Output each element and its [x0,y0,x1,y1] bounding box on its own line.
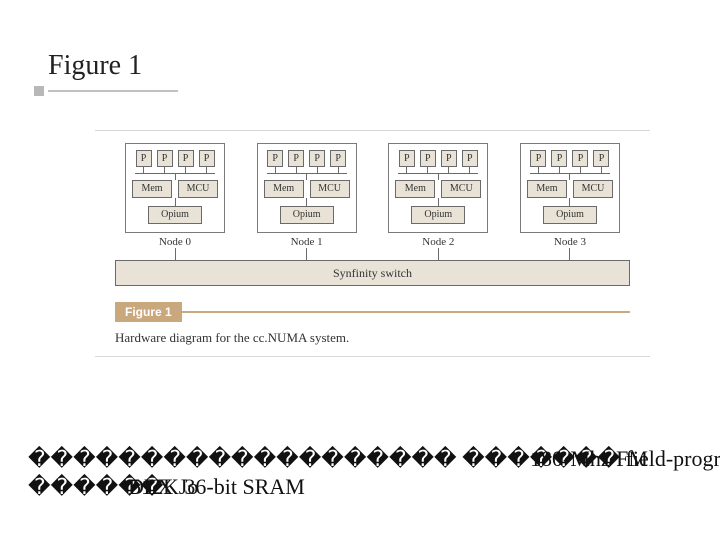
slide: Figure 1 PPPPMemMCUOpiumNode 0PPPPMemMCU… [0,0,720,540]
processor-box: P [530,150,546,167]
opium-box: Opium [543,206,597,224]
mcu-box: MCU [310,180,350,198]
bus-line [306,248,307,260]
processor-box: P [267,150,283,167]
opium-box: Opium [411,206,465,224]
bus-line [175,248,176,260]
processor-box: P [572,150,588,167]
figure-caption-text: Hardware diagram for the cc.NUMA system. [115,330,630,346]
bus-line [175,198,176,206]
node: PPPPMemMCUOpiumNode 1 [247,143,367,260]
opium-box: Opium [280,206,334,224]
garbled-text-line2-overlay: DLX Jo [128,474,198,500]
nodes-row: PPPPMemMCUOpiumNode 0PPPPMemMCUOpiumNode… [95,143,650,260]
bus-line [306,198,307,206]
bus-line [569,198,570,206]
processor-box: P [288,150,304,167]
slide-title: Figure 1 [48,50,142,82]
figure-caption-chip: Figure 1 [115,302,182,322]
mem-box: Mem [132,180,172,198]
node-box: PPPPMemMCUOpium [257,143,357,233]
processor-box: P [441,150,457,167]
title-underline [48,90,178,92]
node-label: Node 0 [159,236,191,248]
processor-box: P [309,150,325,167]
bus-line [438,248,439,260]
processor-box: P [420,150,436,167]
opium-box: Opium [148,206,202,224]
bus-line [438,198,439,206]
figure-caption-bar: Figure 1 [115,300,630,324]
node-label: Node 2 [422,236,454,248]
node-box: PPPPMemMCUOpium [520,143,620,233]
processor-box: P [551,150,567,167]
node-box: PPPPMemMCUOpium [125,143,225,233]
bus-line [569,248,570,260]
mem-box: Mem [264,180,304,198]
node-box: PPPPMemMCUOpium [388,143,488,233]
node-label: Node 1 [291,236,323,248]
mcu-box: MCU [178,180,218,198]
processor-box: P [136,150,152,167]
node: PPPPMemMCUOpiumNode 2 [378,143,498,260]
processor-box: P [593,150,609,167]
processor-box: P [330,150,346,167]
figure-caption-rule [182,311,630,313]
node-label: Node 3 [554,236,586,248]
mem-box: Mem [527,180,567,198]
garbled-text-line1-overlay: 180-Mhz FM [530,446,648,472]
processor-box: P [157,150,173,167]
processor-box: P [178,150,194,167]
mcu-box: MCU [441,180,481,198]
node: PPPPMemMCUOpiumNode 3 [510,143,630,260]
node: PPPPMemMCUOpiumNode 0 [115,143,235,260]
processor-box: P [399,150,415,167]
mem-box: Mem [395,180,435,198]
processor-box: P [199,150,215,167]
mcu-box: MCU [573,180,613,198]
processor-box: P [462,150,478,167]
figure-1: PPPPMemMCUOpiumNode 0PPPPMemMCUOpiumNode… [95,130,650,357]
title-bullet [34,86,44,96]
synfinity-switch: Synfinity switch [115,260,630,286]
